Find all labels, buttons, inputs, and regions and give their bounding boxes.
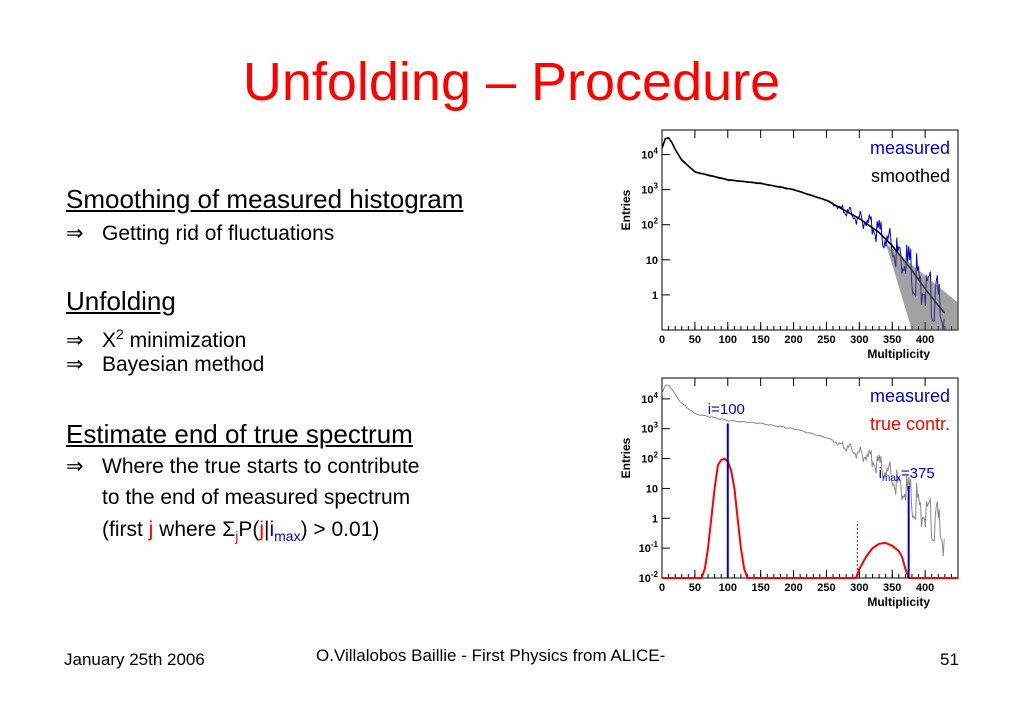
section-estimate-heading: Estimate end of true spectrum xyxy=(66,419,413,449)
footer-page-number: 51 xyxy=(940,650,959,669)
formula-bar: | xyxy=(263,518,270,541)
y-tick-label: 104 xyxy=(641,391,658,406)
bullet-text: Bayesian method xyxy=(102,353,265,376)
annotation-label: imax=375 xyxy=(879,465,935,484)
footer-date: January 25th 2006 xyxy=(64,650,205,669)
bullet-chi2: ⇒ X2 minimization xyxy=(66,322,246,353)
implies-arrow-icon: ⇒ xyxy=(66,353,84,376)
implies-arrow-icon: ⇒ xyxy=(66,222,84,245)
y-tick-label: 10 xyxy=(646,255,658,267)
smoothing-error-band xyxy=(885,243,958,330)
bullet-text-minimization: minimization xyxy=(123,329,247,352)
y-tick-label: 103 xyxy=(641,182,658,197)
superscript-2: 2 xyxy=(116,326,124,342)
formula-sub-j: j xyxy=(235,528,239,545)
formula-j: j xyxy=(148,518,154,541)
section-smoothing-heading: Smoothing of measured histogram xyxy=(66,184,464,214)
x-tick-label: 400 xyxy=(916,582,934,594)
x-tick-label: 150 xyxy=(751,334,769,346)
formula-suffix: ) > 0.01) xyxy=(300,518,380,541)
x-tick-label: 150 xyxy=(751,582,769,594)
annotation-label: i=100 xyxy=(708,401,745,418)
x-tick-label: 200 xyxy=(784,582,802,594)
formula-where-sigma: where Σ xyxy=(153,518,236,541)
implies-arrow-icon: ⇒ xyxy=(66,329,84,352)
legend-entry: smoothed xyxy=(871,166,950,186)
x-tick-label: 100 xyxy=(719,582,737,594)
formula-sub-max: max xyxy=(274,528,301,545)
y-tick-label: 10-1 xyxy=(639,540,659,555)
footer-author: O.Villalobos Baillie - First Physics fro… xyxy=(316,646,666,665)
legend-entry: measured xyxy=(870,386,950,406)
x-tick-label: 250 xyxy=(817,582,835,594)
series-line-true-contr- xyxy=(662,457,958,579)
bullet-bayesian: ⇒ Bayesian method xyxy=(66,353,264,377)
formula-line: (first j where ΣjP(j|imax) > 0.01) xyxy=(102,518,379,548)
x-tick-label: 0 xyxy=(659,582,665,594)
bullet-continuation: to the end of measured spectrum xyxy=(102,486,411,509)
y-axis-label: Entries xyxy=(619,437,633,478)
x-tick-label: 100 xyxy=(719,334,737,346)
x-tick-label: 250 xyxy=(817,334,835,346)
y-tick-label: 10-2 xyxy=(639,570,659,585)
formula-prefix: (first xyxy=(102,518,149,541)
bullet-true-starts: ⇒ Where the true starts to contribute xyxy=(66,455,419,479)
x-axis-label: Multiplicity xyxy=(867,595,930,609)
y-tick-label: 102 xyxy=(641,217,658,232)
y-axis-label: Entries xyxy=(619,189,633,230)
x-tick-label: 300 xyxy=(850,582,868,594)
slide-title: Unfolding – Procedure xyxy=(242,52,781,112)
x-axis-label: Multiplicity xyxy=(867,347,930,360)
y-tick-label: 102 xyxy=(641,451,658,466)
y-tick-label: 1 xyxy=(652,290,658,302)
formula-j2: j xyxy=(259,518,264,541)
bullet-text: Where the true starts to contribute xyxy=(102,455,420,478)
legend-entry: measured xyxy=(870,138,950,158)
series-line-measured xyxy=(661,384,945,557)
formula-p-open: P( xyxy=(238,518,260,541)
section-unfolding-heading: Unfolding xyxy=(66,286,176,316)
formula-i: i xyxy=(269,518,275,541)
y-tick-label: 1 xyxy=(652,513,658,525)
bullet-text-x: X xyxy=(102,329,117,352)
plot-measured-smoothed: 0 50 100 150 200 250 300 350 400 1 10 102 103 104 Mult… xyxy=(616,126,962,360)
bullet-text: Getting rid of fluctuations xyxy=(102,222,335,245)
x-tick-label: 0 xyxy=(659,334,665,346)
x-tick-label: 400 xyxy=(916,334,934,346)
x-tick-label: 50 xyxy=(689,582,701,594)
y-tick-label: 10 xyxy=(646,483,658,495)
plot-measured-true-contr: 0 50 100 150 200 250 300 350 400 10-2 10-1 1 10 102 10… xyxy=(616,374,962,614)
x-tick-label: 350 xyxy=(883,582,901,594)
x-tick-label: 350 xyxy=(883,334,901,346)
bullet-fluctuations: ⇒ Getting rid of fluctuations xyxy=(66,222,334,246)
legend-entry: true contr. xyxy=(870,414,950,434)
x-tick-label: 50 xyxy=(689,334,701,346)
x-tick-label: 300 xyxy=(850,334,868,346)
x-tick-label: 200 xyxy=(784,334,802,346)
y-tick-label: 104 xyxy=(641,147,658,162)
implies-arrow-icon: ⇒ xyxy=(66,455,84,478)
y-tick-label: 103 xyxy=(641,421,658,436)
